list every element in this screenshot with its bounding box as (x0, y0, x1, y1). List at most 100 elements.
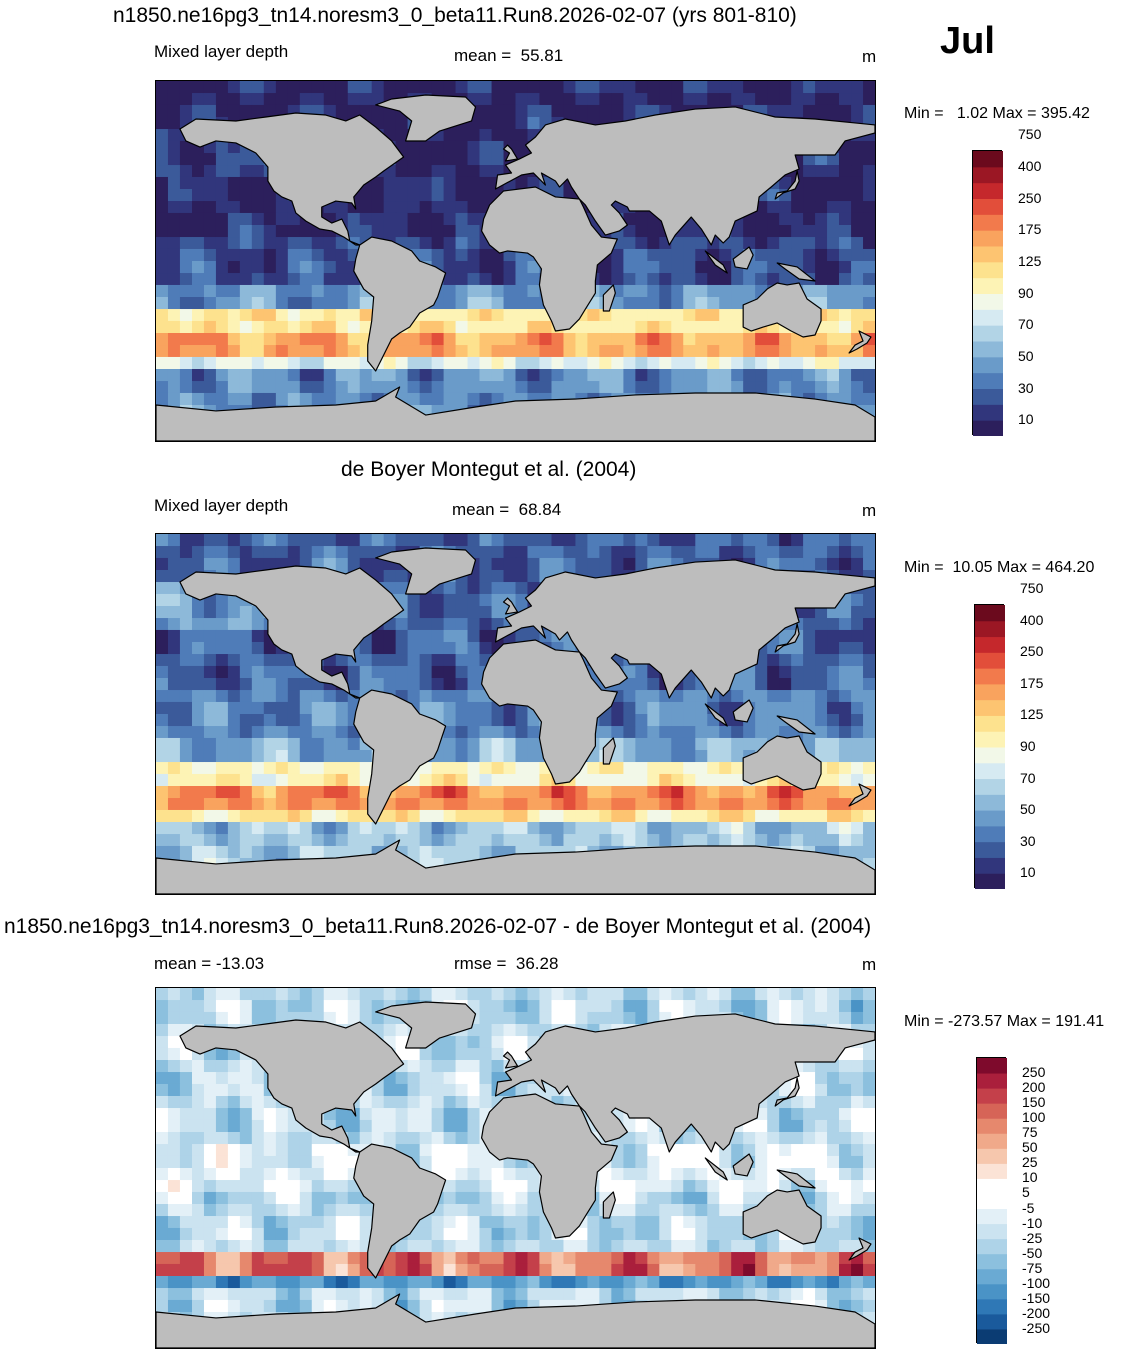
field-cell (719, 534, 732, 547)
field-cell (575, 773, 588, 787)
field-cell (863, 392, 875, 406)
field-cell (419, 1083, 433, 1097)
field-cell (251, 845, 265, 859)
field-cell (839, 762, 852, 775)
field-cell (407, 834, 421, 847)
field-cell (263, 1132, 277, 1145)
field-cell (647, 309, 660, 322)
panel-1-map-canvas (156, 81, 875, 441)
field-cell (455, 237, 469, 250)
field-cell (251, 1011, 265, 1025)
field-cell (467, 606, 481, 619)
field-cell (755, 534, 768, 547)
field-cell (239, 165, 253, 178)
field-cell (311, 690, 325, 703)
field-cell (443, 786, 457, 799)
field-cell (395, 212, 409, 226)
field-cell (851, 762, 864, 775)
field-cell (827, 988, 840, 1001)
field-cell (623, 773, 636, 787)
field-cell (719, 762, 732, 775)
field-cell (455, 773, 469, 787)
field-cell (419, 189, 433, 202)
field-cell (359, 189, 373, 202)
field-cell (839, 750, 852, 763)
field-cell (443, 845, 457, 859)
field-cell (839, 642, 852, 655)
month-label: Jul (940, 20, 995, 62)
field-cell (347, 333, 361, 346)
field-cell (407, 392, 421, 406)
field-cell (563, 81, 577, 94)
field-cell (227, 1155, 241, 1169)
field-cell (779, 834, 792, 847)
field-cell (611, 320, 624, 334)
field-cell (479, 750, 493, 763)
field-cell (851, 1144, 864, 1157)
field-cell (863, 1144, 875, 1157)
field-cell (395, 117, 409, 130)
field-cell (239, 750, 253, 763)
field-cell (275, 750, 289, 763)
field-cell (863, 381, 875, 394)
field-cell (839, 714, 852, 727)
field-cell (827, 762, 840, 775)
field-cell (263, 809, 277, 823)
field-cell (251, 201, 265, 214)
field-cell (323, 1168, 337, 1181)
field-cell (167, 1108, 181, 1121)
field-cell (335, 345, 349, 358)
field-cell (275, 988, 289, 1001)
field-cell (323, 1144, 337, 1157)
field-cell (503, 1216, 517, 1229)
field-cell (863, 1047, 875, 1061)
field-cell (227, 104, 241, 118)
field-cell (779, 201, 792, 214)
field-cell (227, 176, 241, 190)
field-cell (515, 261, 529, 274)
field-cell (443, 261, 457, 274)
field-cell (359, 750, 373, 763)
field-cell (551, 834, 565, 847)
field-cell (203, 1144, 217, 1157)
field-cell (815, 356, 828, 370)
field-cell (587, 1011, 600, 1025)
field-cell (251, 104, 265, 118)
field-cell (299, 1240, 313, 1253)
field-cell (455, 261, 469, 274)
field-cell (275, 665, 289, 679)
field-cell (347, 678, 361, 691)
field-cell (683, 1227, 696, 1241)
field-cell (755, 356, 768, 370)
field-cell (647, 1191, 660, 1205)
field-cell (491, 333, 505, 346)
field-cell (527, 786, 541, 799)
field-cell (203, 762, 217, 775)
field-cell (263, 750, 277, 763)
field-cell (671, 93, 684, 106)
field-cell (467, 1132, 481, 1145)
field-cell (335, 1155, 349, 1169)
field-cell (239, 618, 253, 631)
field-cell (791, 1144, 804, 1157)
field-cell (407, 1083, 421, 1097)
field-cell (239, 345, 253, 358)
field-cell (419, 1216, 433, 1229)
field-cell (635, 750, 648, 763)
field-cell (191, 737, 205, 751)
field-cell (575, 534, 588, 547)
field-cell (275, 320, 289, 334)
field-cell (419, 309, 433, 322)
field-cell (839, 369, 852, 382)
field-cell (455, 618, 469, 631)
field-cell (443, 381, 457, 394)
field-cell (443, 1204, 457, 1217)
field-cell (623, 1011, 636, 1025)
field-cell (239, 248, 253, 262)
field-cell (647, 297, 660, 310)
field-cell (695, 284, 708, 298)
field-cell (791, 81, 804, 94)
field-cell (827, 1060, 840, 1073)
field-cell (491, 1227, 505, 1241)
field-cell (863, 201, 875, 214)
